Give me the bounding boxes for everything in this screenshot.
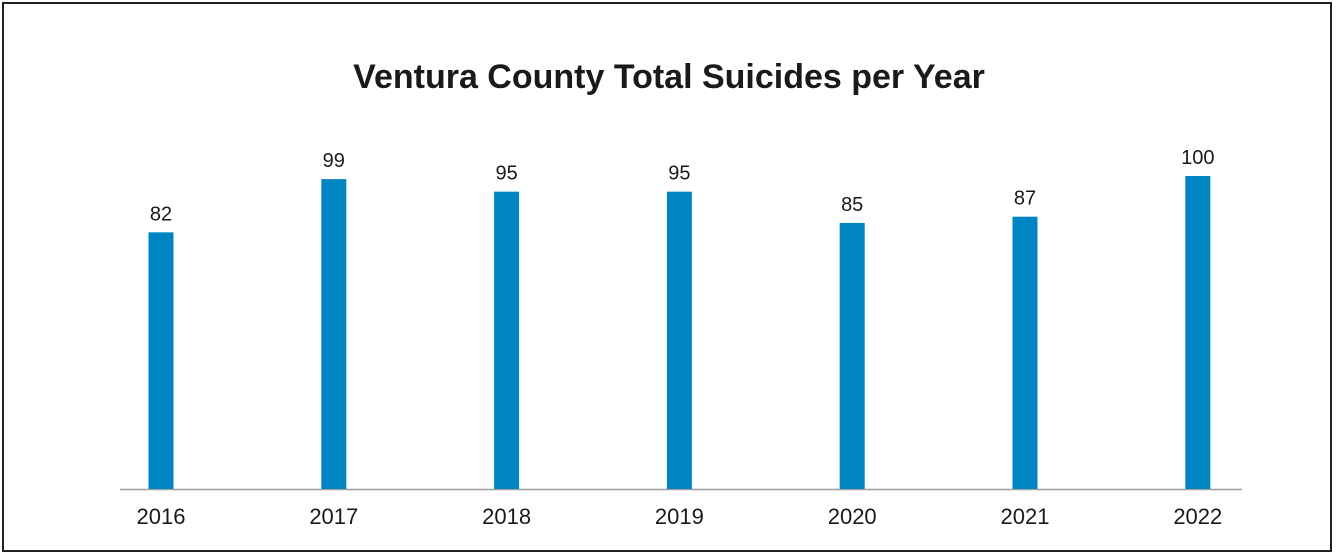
data-label-2016: 82 — [150, 203, 172, 225]
x-tick-label-2017: 2017 — [309, 504, 358, 529]
data-label-2021: 87 — [1014, 188, 1036, 210]
x-tick-label-2019: 2019 — [655, 504, 704, 529]
data-label-2018: 95 — [495, 163, 517, 185]
bar-2020 — [839, 222, 865, 489]
data-label-2022: 100 — [1181, 147, 1214, 169]
x-tick-label-2020: 2020 — [828, 504, 877, 529]
bar-2019 — [666, 191, 692, 489]
bar-2022 — [1185, 176, 1211, 489]
bar-2017 — [321, 179, 347, 489]
data-label-2017: 99 — [323, 150, 345, 172]
bar-2018 — [494, 191, 520, 489]
x-tick-label-2018: 2018 — [482, 504, 531, 529]
data-label-2019: 95 — [668, 163, 690, 185]
bar-2016 — [148, 232, 174, 489]
data-label-2020: 85 — [841, 194, 863, 216]
x-tick-label-2016: 2016 — [137, 504, 186, 529]
chart-title: Ventura County Total Suicides per Year — [353, 58, 985, 96]
x-tick-label-2022: 2022 — [1173, 504, 1222, 529]
x-tick-label-2021: 2021 — [1001, 504, 1050, 529]
bar-2021 — [1012, 216, 1038, 489]
